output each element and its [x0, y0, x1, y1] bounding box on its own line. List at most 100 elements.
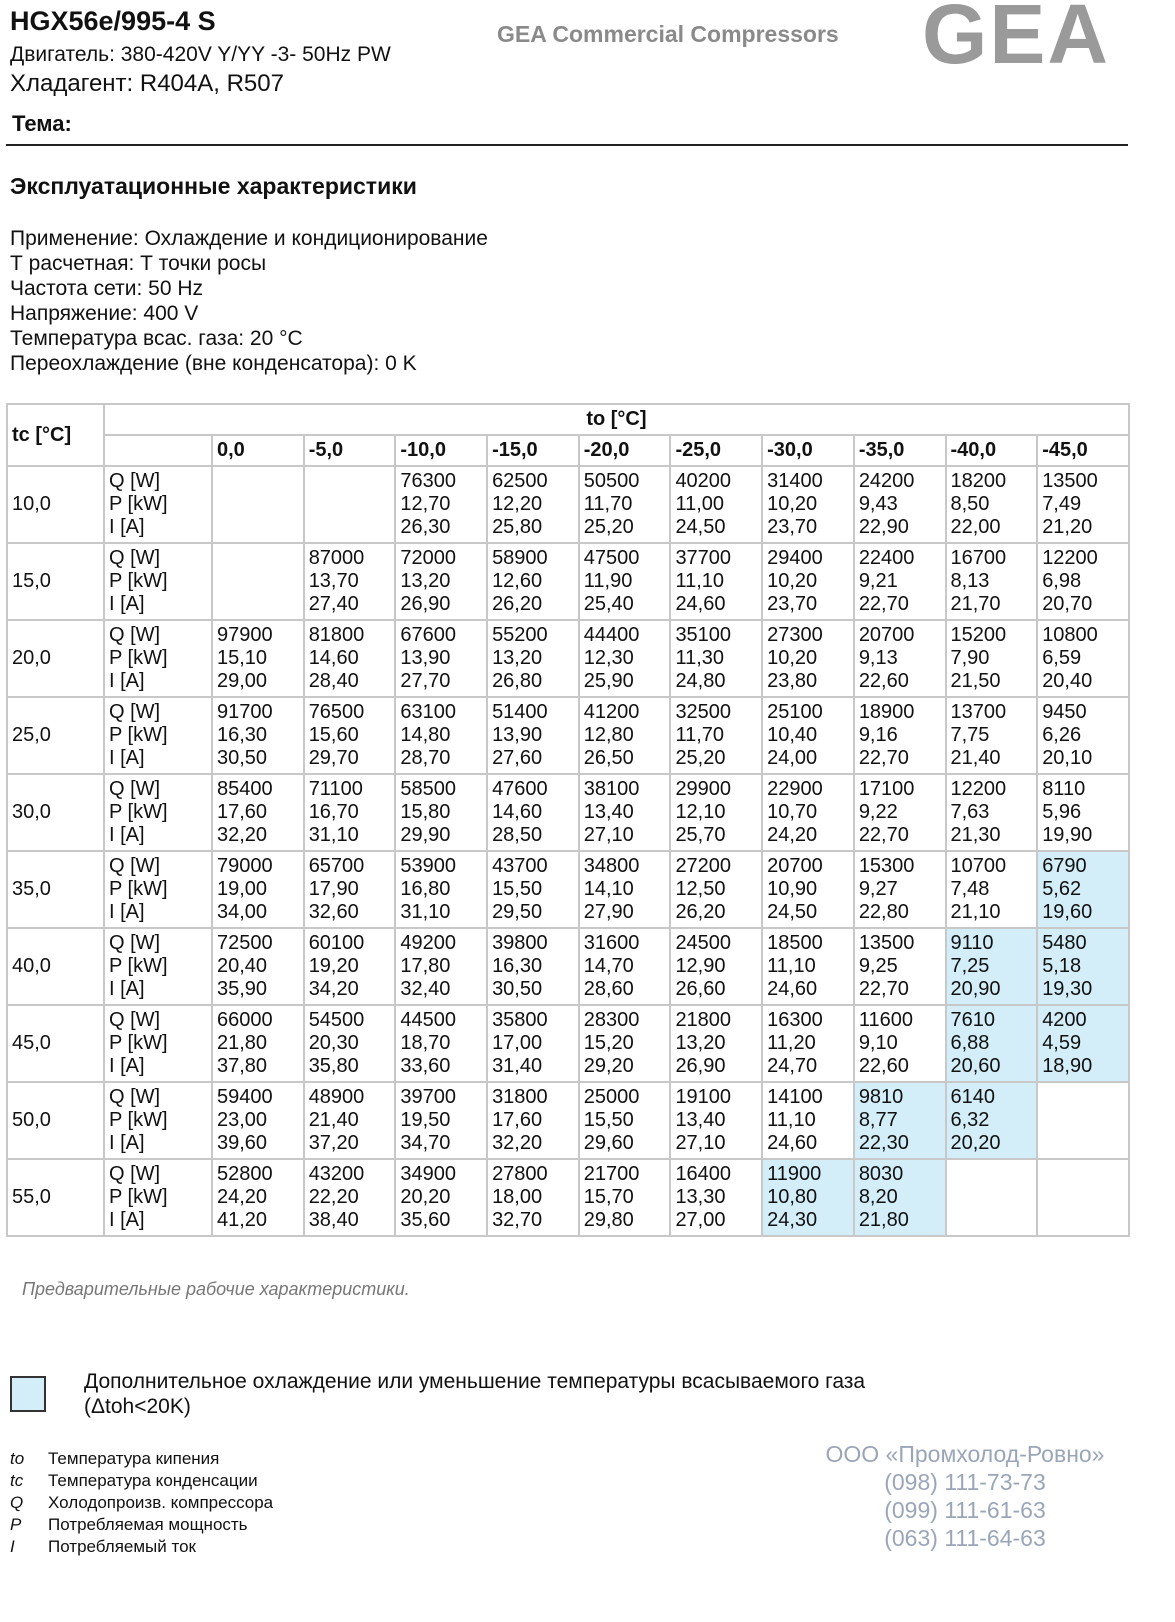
value: 25100	[767, 701, 823, 723]
value: 12,80	[583, 724, 634, 746]
value: 21700	[583, 1163, 640, 1185]
value: 29,70	[308, 747, 359, 769]
value: 10,40	[767, 724, 818, 746]
value: 24,50	[675, 516, 726, 538]
value: 24,50	[767, 901, 818, 923]
value: 48900	[308, 1086, 365, 1108]
cell: 43700 15,50 29,50	[486, 850, 580, 929]
value: 13,90	[400, 647, 451, 669]
data-row: 50,0 Q [W] P [kW] I [A] 59400 23,00 39,60 48900…	[6, 1081, 1130, 1160]
value: 18,90	[1042, 1055, 1093, 1077]
cell	[211, 465, 305, 544]
quantity: I [A]	[109, 1209, 145, 1231]
data-row: 15,0 Q [W] P [kW] I [A] 87000 13,70 27,40 72000…	[6, 542, 1130, 621]
phone: (063) 111-64-63	[884, 1525, 1046, 1551]
cell: 9450 6,26 20,10	[1036, 696, 1130, 775]
performance-table: tc [°C] to [°C] 0,0 -5,0 -10,0 -15,0 -20,0 -25,…	[6, 403, 1130, 1237]
value: 53900	[400, 855, 456, 877]
value: 18200	[950, 470, 1007, 492]
symbol: to	[10, 1449, 25, 1468]
cell: 97900 15,10 29,00	[211, 619, 305, 698]
meaning: Холодопроизв. компрессора	[48, 1493, 274, 1512]
column-header: -30,0	[761, 434, 855, 467]
value: 35800	[492, 1009, 548, 1031]
cell: 41200 12,80 26,50	[577, 696, 672, 775]
value: 59400	[217, 1086, 273, 1108]
value: 19,30	[1042, 978, 1093, 1000]
value: 28,50	[492, 824, 543, 846]
cell: 15300 9,27 22,80	[852, 850, 947, 929]
value: 29,60	[583, 1132, 634, 1154]
cell: 53900 16,80 31,10	[394, 850, 489, 929]
value: 9110	[950, 932, 994, 954]
column-header: -10,0	[394, 434, 489, 467]
value: 41,20	[217, 1209, 268, 1231]
value: 7,49	[1042, 493, 1082, 515]
cell: 34900 20,20 35,60	[394, 1158, 489, 1237]
cell: 60100 19,20 34,20	[302, 927, 397, 1006]
value: 29,20	[583, 1055, 634, 1077]
value: 63100	[400, 701, 456, 723]
cell: 13500 9,25 22,70	[852, 927, 947, 1006]
blank	[103, 434, 213, 467]
value: 31,10	[400, 901, 451, 923]
value: 15,70	[583, 1186, 634, 1208]
column-header: -15,0	[486, 434, 580, 467]
cell: 59400 23,00 39,60	[211, 1081, 305, 1160]
value: 15,50	[583, 1109, 634, 1131]
tc: 25,0	[6, 696, 105, 775]
value: 24500	[675, 932, 732, 954]
value: 11900	[767, 1163, 822, 1185]
value: 76300	[400, 470, 456, 492]
quantity: P [kW]	[109, 493, 168, 515]
value: 35,60	[400, 1209, 451, 1231]
value: 25,70	[675, 824, 726, 846]
cell: 22400 9,21 22,70	[852, 542, 947, 621]
value: 22,90	[858, 516, 909, 538]
cell: 72000 13,20 26,90	[394, 542, 489, 621]
value: 15,10	[217, 647, 268, 669]
value: 29400	[767, 547, 823, 569]
tc: 50,0	[6, 1081, 105, 1160]
value: 21,10	[950, 901, 1001, 923]
value: 39800	[492, 932, 548, 954]
value: 12,30	[583, 647, 634, 669]
value: 14,60	[492, 801, 543, 823]
cell: 65700 17,90 32,60	[302, 850, 397, 929]
value: 13500	[858, 932, 915, 954]
cell: 87000 13,70 27,40	[302, 542, 397, 621]
abbreviation: to Температура кипения	[10, 1448, 273, 1470]
value: 72500	[217, 932, 273, 954]
cell: 6140 6,32 20,20	[944, 1081, 1039, 1160]
cell: 38100 13,40 27,10	[577, 773, 672, 852]
contact: ООО «Промхолод-Ровно» (098) 111-73-73 (099…	[805, 1440, 1125, 1552]
value: 21,40	[308, 1109, 359, 1131]
value: 11,10	[675, 570, 725, 592]
value: 20,30	[308, 1032, 359, 1054]
quantity: I [A]	[109, 1132, 145, 1154]
data-row: 55,0 Q [W] P [kW] I [A] 52800 24,20 41,20 43200…	[6, 1158, 1130, 1237]
value: 22,30	[858, 1132, 909, 1154]
corner: tc [°C]	[6, 403, 105, 467]
quantity: Q [W]	[109, 855, 161, 877]
cell: 63100 14,80 28,70	[394, 696, 489, 775]
value: 26,60	[675, 978, 726, 1000]
value: 16400	[675, 1163, 732, 1185]
title: HGX56e/995-4 S	[10, 6, 216, 36]
value: 11,70	[675, 724, 725, 746]
value: 12,10	[675, 801, 726, 823]
cell	[1036, 1158, 1130, 1237]
value: 26,80	[492, 670, 543, 692]
quantity: P [kW]	[109, 955, 168, 977]
cell: 79000 19,00 34,00	[211, 850, 305, 929]
value: 15,20	[583, 1032, 634, 1054]
cell: 44500 18,70 33,60	[394, 1004, 489, 1083]
value: 13,40	[583, 801, 634, 823]
value: 35100	[675, 624, 732, 646]
value: 6,98	[1042, 570, 1082, 592]
quantity: P [kW]	[109, 878, 168, 900]
value: 22400	[858, 547, 915, 569]
phone: (098) 111-73-73	[884, 1469, 1046, 1495]
value: 13,90	[492, 724, 543, 746]
value: 22,60	[858, 670, 909, 692]
